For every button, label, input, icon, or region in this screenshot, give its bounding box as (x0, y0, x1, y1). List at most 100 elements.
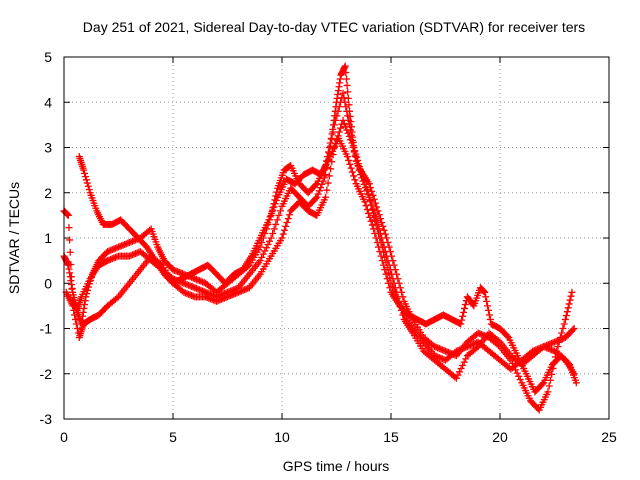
data-point (72, 315, 80, 323)
y-tick-label: 5 (44, 49, 52, 65)
data-point (334, 107, 342, 115)
data-point (279, 230, 287, 238)
data-point (568, 288, 576, 296)
data-point (458, 316, 466, 324)
data-point (333, 112, 341, 120)
data-point (312, 195, 320, 203)
data-point (323, 186, 331, 194)
data-point (264, 240, 272, 248)
data-point (269, 229, 277, 237)
data-point (460, 308, 468, 316)
data-point (358, 174, 366, 182)
data-point (272, 197, 280, 205)
data-point (383, 275, 391, 283)
data-point (347, 136, 355, 144)
data-point (82, 176, 90, 184)
data-point (382, 270, 390, 278)
y-tick-label: 3 (44, 140, 52, 156)
data-point (353, 157, 361, 165)
data-point (335, 103, 343, 111)
data-point (66, 248, 74, 256)
data-point (267, 209, 275, 217)
data-point (256, 257, 264, 265)
data-point (69, 302, 77, 310)
x-tick-label: 10 (274, 429, 290, 445)
data-point (503, 332, 511, 340)
y-tick-label: 4 (44, 94, 52, 110)
data-point (567, 292, 575, 300)
data-point (484, 306, 492, 314)
data-point (341, 98, 349, 106)
y-tick-label: -2 (40, 366, 53, 382)
data-point (380, 226, 388, 234)
data-point (325, 172, 333, 180)
data-point (565, 359, 573, 367)
data-point (572, 379, 580, 387)
data-point (314, 190, 322, 198)
y-tick-label: 1 (44, 230, 52, 246)
data-point (366, 213, 374, 221)
data-point (373, 203, 381, 211)
data-point (342, 123, 350, 131)
data-point (283, 218, 291, 226)
data-point (457, 365, 465, 373)
data-point (72, 320, 80, 328)
data-point (569, 326, 577, 334)
data-point (337, 124, 345, 132)
data-point (81, 169, 89, 177)
data-point (373, 239, 381, 247)
data-point (261, 247, 269, 255)
data-point (486, 315, 494, 323)
data-point (67, 261, 75, 269)
data-point (342, 69, 350, 77)
data-point (85, 186, 93, 194)
data-point (273, 216, 281, 224)
data-point (347, 164, 355, 172)
y-tick-label: -1 (40, 321, 53, 337)
data-point (363, 206, 371, 214)
x-tick-label: 20 (492, 429, 508, 445)
data-point (343, 126, 351, 134)
data-point (461, 301, 469, 309)
data-point (344, 88, 352, 96)
data-point (270, 203, 278, 211)
data-point (460, 358, 468, 366)
series-trace-d (75, 134, 580, 396)
axis-ticks: 0 5 10 15 20 25 -3 -2 -1 0 1 2 3 4 5 (40, 49, 617, 445)
data-point (342, 103, 350, 111)
data-point (563, 308, 571, 316)
plot-frame (63, 56, 610, 420)
data-point (343, 153, 351, 161)
data-point (64, 211, 72, 219)
y-axis-label: SDTVAR / TECUs (6, 182, 22, 294)
data-point (545, 382, 553, 390)
data-point (368, 221, 376, 229)
data-point (566, 296, 574, 304)
data-point (376, 248, 384, 256)
data-point (350, 148, 358, 156)
data-point (351, 176, 359, 184)
data-point (317, 184, 325, 192)
data-point (379, 222, 387, 230)
x-tick-label: 25 (601, 429, 617, 445)
data-point (570, 325, 578, 332)
data-point (513, 369, 521, 377)
data-point (457, 320, 465, 328)
data-point (343, 81, 351, 89)
data-point (354, 162, 362, 170)
data-point (372, 234, 380, 242)
data-point (456, 368, 464, 376)
data-point (346, 160, 354, 168)
data-point (270, 225, 278, 233)
data-point (376, 215, 384, 223)
data-point (381, 266, 389, 274)
data-point (452, 374, 460, 382)
data-point (81, 173, 89, 181)
x-tick-label: 15 (383, 429, 399, 445)
data-point (361, 184, 369, 192)
data-point (256, 243, 264, 251)
data-point (343, 107, 351, 115)
data-point (375, 243, 383, 251)
data-point (386, 284, 394, 292)
data-point (340, 120, 348, 128)
